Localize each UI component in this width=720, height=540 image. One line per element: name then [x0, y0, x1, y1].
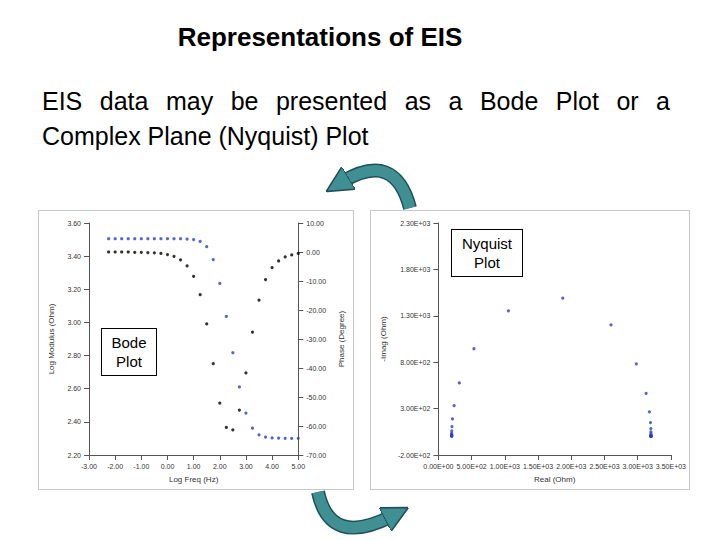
svg-text:-10.00: -10.00	[306, 278, 326, 285]
svg-text:2.60: 2.60	[67, 385, 81, 392]
svg-text:2.20: 2.20	[67, 452, 81, 459]
svg-text:Real (Ohm): Real (Ohm)	[534, 475, 576, 484]
svg-text:-60.00: -60.00	[306, 423, 326, 430]
svg-text:-2.00E+02: -2.00E+02	[398, 452, 431, 459]
svg-text:1.80E+03: 1.80E+03	[400, 266, 430, 273]
svg-text:1.50E+03: 1.50E+03	[523, 463, 553, 470]
svg-text:3.40: 3.40	[67, 253, 81, 260]
svg-text:2.80: 2.80	[67, 352, 81, 359]
svg-text:2.40: 2.40	[67, 418, 81, 425]
svg-text:3.50E+03: 3.50E+03	[656, 463, 686, 470]
svg-text:3.00E+03: 3.00E+03	[623, 463, 653, 470]
svg-text:-20.00: -20.00	[306, 307, 326, 314]
svg-text:-1.00: -1.00	[133, 463, 149, 470]
svg-text:1.00: 1.00	[187, 463, 201, 470]
svg-text:3.00E+02: 3.00E+02	[400, 405, 430, 412]
svg-text:2.50E+03: 2.50E+03	[589, 463, 619, 470]
svg-text:2.30E+03: 2.30E+03	[400, 220, 430, 227]
html-text:Bode Plot: Bode Plot	[111, 334, 147, 370]
svg-text:-30.00: -30.00	[306, 336, 326, 343]
svg-text:2.00: 2.00	[213, 463, 227, 470]
svg-text:3.20: 3.20	[67, 286, 81, 293]
svg-text:5.00E+02: 5.00E+02	[457, 463, 487, 470]
html-text:Representations of EIS: Representations of EIS	[177, 22, 463, 52]
svg-text:Log Modulus (Ohm): Log Modulus (Ohm)	[47, 303, 56, 374]
svg-text:3.00: 3.00	[239, 463, 253, 470]
svg-text:1.30E+03: 1.30E+03	[400, 312, 430, 319]
svg-text:Phase (Degree): Phase (Degree)	[337, 310, 346, 367]
svg-text:5.00: 5.00	[291, 463, 305, 470]
svg-text:3.00: 3.00	[67, 319, 81, 326]
svg-text:-2.00: -2.00	[107, 463, 123, 470]
svg-text:10.00: 10.00	[306, 220, 324, 227]
svg-text:Log Freq (Hz): Log Freq (Hz)	[169, 475, 219, 484]
html-text:EIS data may be presented as a: EIS data may be presented as a Bode Plot…	[42, 87, 670, 150]
svg-text:-3.00: -3.00	[81, 463, 97, 470]
svg-text:-70.00: -70.00	[306, 452, 326, 459]
svg-text:4.00: 4.00	[265, 463, 279, 470]
svg-text:0.00: 0.00	[161, 463, 175, 470]
svg-text:0.00: 0.00	[306, 249, 320, 256]
svg-text:2.00E+03: 2.00E+03	[556, 463, 586, 470]
svg-text:1.00E+03: 1.00E+03	[490, 463, 520, 470]
svg-text:-50.00: -50.00	[306, 394, 326, 401]
svg-text:8.00E+02: 8.00E+02	[400, 359, 430, 366]
svg-text:0.00E+00: 0.00E+00	[423, 463, 453, 470]
svg-text:-Imag (Ohm): -Imag (Ohm)	[379, 316, 388, 362]
html-text:Nyquist Plot: Nyquist Plot	[462, 235, 512, 271]
svg-text:3.60: 3.60	[67, 220, 81, 227]
svg-text:-40.00: -40.00	[306, 365, 326, 372]
